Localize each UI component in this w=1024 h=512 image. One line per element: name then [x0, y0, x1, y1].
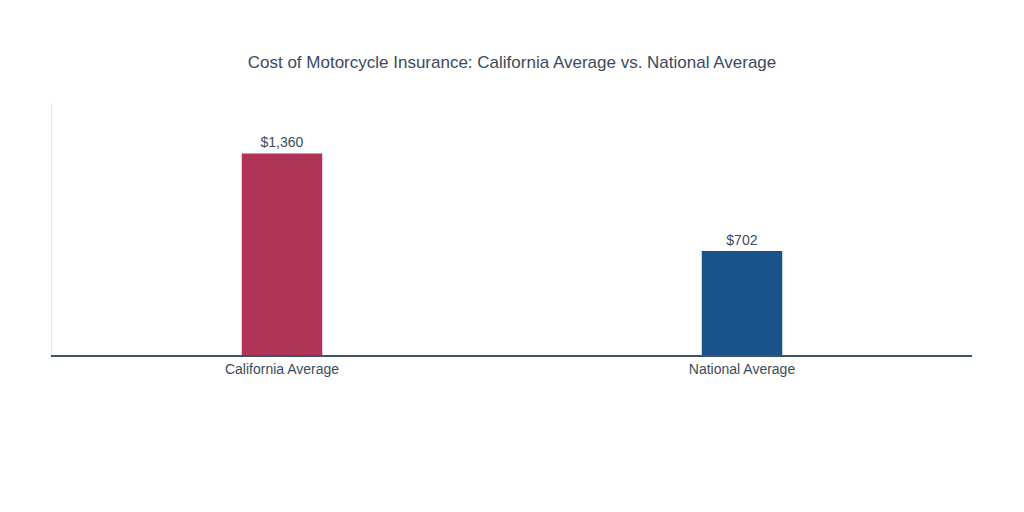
- svg-text:National Average: National Average: [689, 361, 796, 377]
- svg-text:California Average: California Average: [225, 361, 339, 377]
- svg-text:$1,360: $1,360: [260, 134, 303, 150]
- svg-text:Cost of Motorcycle Insurance:: Cost of Motorcycle Insurance: California…: [248, 53, 777, 72]
- svg-text:$702: $702: [726, 232, 757, 248]
